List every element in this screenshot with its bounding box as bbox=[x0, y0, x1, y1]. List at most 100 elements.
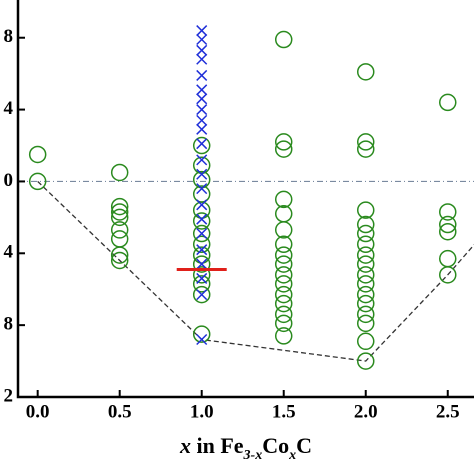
data-point bbox=[192, 266, 211, 284]
data-point bbox=[192, 212, 211, 230]
data-point bbox=[356, 285, 375, 304]
data-point bbox=[274, 140, 293, 158]
x-tick-label: 2.0 bbox=[354, 401, 378, 422]
data-point bbox=[192, 325, 211, 343]
data-point bbox=[274, 133, 293, 151]
data-point bbox=[110, 208, 129, 227]
data-point bbox=[274, 221, 293, 239]
data-point bbox=[274, 327, 293, 345]
data-point bbox=[196, 333, 208, 346]
data-point bbox=[196, 289, 208, 301]
data-point bbox=[196, 104, 208, 116]
data-point bbox=[274, 190, 293, 209]
data-point bbox=[356, 352, 375, 370]
data-point bbox=[196, 213, 208, 225]
x-tick-label: 0.0 bbox=[26, 401, 50, 422]
data-point bbox=[439, 215, 457, 234]
data-point bbox=[356, 235, 375, 254]
data-point bbox=[192, 275, 211, 293]
data-point bbox=[110, 197, 129, 216]
x-axis-label-part: in Fe bbox=[191, 433, 244, 458]
data-point bbox=[192, 136, 211, 155]
data-point bbox=[110, 203, 129, 221]
data-point bbox=[274, 255, 293, 273]
data-point bbox=[196, 25, 208, 37]
data-point bbox=[196, 44, 208, 56]
data-point bbox=[356, 63, 375, 81]
data-point bbox=[274, 285, 293, 304]
data-point bbox=[274, 205, 293, 223]
data-point bbox=[196, 272, 208, 284]
data-point bbox=[196, 168, 208, 180]
data-point bbox=[274, 246, 293, 264]
data-point bbox=[356, 201, 375, 219]
data-point bbox=[196, 93, 208, 105]
data-point bbox=[110, 230, 129, 248]
data-point bbox=[196, 138, 208, 150]
data-point bbox=[192, 255, 211, 273]
data-point bbox=[274, 294, 293, 313]
data-point bbox=[196, 183, 208, 195]
data-point bbox=[439, 203, 457, 221]
data-point bbox=[196, 199, 208, 211]
x-tick-label: 1.0 bbox=[190, 401, 214, 422]
data-point bbox=[110, 246, 129, 264]
data-point bbox=[274, 275, 293, 293]
data-point bbox=[356, 305, 375, 324]
data-point bbox=[196, 33, 208, 46]
data-point bbox=[196, 123, 208, 135]
data-point bbox=[439, 222, 457, 241]
data-point bbox=[110, 251, 129, 270]
y-tick-label: 8 bbox=[4, 314, 14, 335]
data-point bbox=[439, 266, 457, 284]
data-point bbox=[356, 266, 375, 284]
x-axis-label-part: C bbox=[296, 433, 312, 458]
y-tick-label: 8 bbox=[4, 26, 14, 47]
data-point bbox=[274, 266, 293, 284]
data-point bbox=[356, 140, 375, 158]
data-point bbox=[439, 93, 457, 112]
data-point bbox=[356, 294, 375, 313]
data-point bbox=[28, 172, 47, 191]
data-point bbox=[192, 235, 211, 254]
data-point bbox=[274, 30, 293, 49]
plot-area bbox=[19, 25, 474, 370]
data-point bbox=[274, 305, 293, 324]
data-point bbox=[196, 53, 208, 65]
data-point bbox=[356, 255, 375, 273]
data-point bbox=[274, 235, 293, 254]
x-axis-label: x in Fe3-xCoxC bbox=[179, 433, 312, 463]
data-point bbox=[110, 163, 129, 182]
data-point bbox=[196, 69, 208, 81]
data-point bbox=[110, 221, 129, 239]
data-point bbox=[439, 249, 457, 268]
axes-frame bbox=[16, 0, 474, 399]
data-point bbox=[192, 285, 211, 304]
data-point bbox=[196, 258, 208, 270]
data-point bbox=[28, 145, 47, 164]
x-tick-label: 1.5 bbox=[272, 401, 296, 422]
data-point bbox=[356, 314, 375, 333]
data-point bbox=[274, 314, 293, 333]
data-point bbox=[196, 114, 208, 126]
x-axis-label-part: Co bbox=[262, 433, 289, 458]
y-tick-label: 0 bbox=[4, 170, 14, 191]
data-point bbox=[192, 224, 211, 243]
data-point bbox=[356, 246, 375, 264]
x-axis-label-part: 3-x bbox=[243, 448, 263, 463]
data-point bbox=[196, 227, 208, 240]
hull-line bbox=[37, 180, 474, 362]
data-point bbox=[356, 224, 375, 243]
data-point bbox=[356, 332, 375, 351]
y-tick-label: 4 bbox=[4, 98, 14, 119]
data-point bbox=[356, 275, 375, 293]
x-axis-label-part: x bbox=[288, 448, 296, 463]
x-axis-label-part: x bbox=[179, 433, 191, 458]
data-point bbox=[196, 84, 208, 96]
y-tick-label: 2 bbox=[4, 385, 14, 406]
data-point bbox=[196, 244, 208, 256]
y-tick-label: 4 bbox=[4, 242, 14, 263]
data-point bbox=[196, 154, 208, 166]
x-tick-label: 0.5 bbox=[108, 401, 132, 422]
